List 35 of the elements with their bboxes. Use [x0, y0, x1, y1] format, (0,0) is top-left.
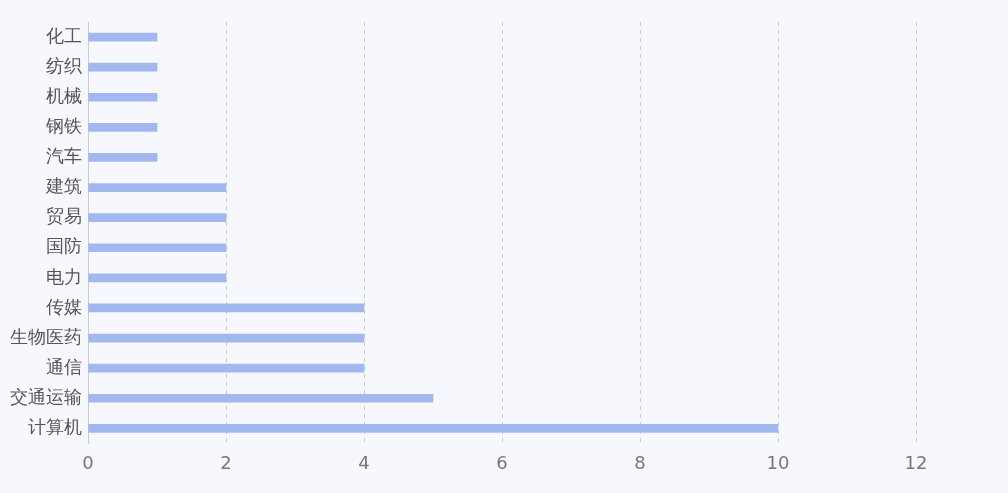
y-tick-label: 计算机: [28, 416, 82, 438]
x-tick-label: 4: [358, 451, 370, 473]
x-tick-label: 12: [904, 451, 928, 473]
bar: [88, 273, 227, 283]
bar: [88, 62, 158, 72]
bar: [88, 32, 158, 42]
y-tick-label: 电力: [46, 265, 82, 287]
y-tick-label: 建筑: [45, 175, 82, 197]
y-tick-label: 国防: [46, 235, 82, 257]
bar: [88, 303, 365, 313]
bar: [88, 92, 158, 102]
x-tick-label: 2: [220, 451, 232, 473]
y-tick-label: 贸易: [46, 205, 82, 227]
bar: [88, 153, 158, 162]
bar: [88, 243, 227, 253]
x-tick-label: 0: [82, 451, 94, 473]
bar: [88, 424, 779, 433]
y-tick-label: 纺织: [46, 54, 82, 76]
x-tick-label: 6: [496, 451, 508, 473]
x-tick-label: 10: [766, 451, 790, 473]
bar: [88, 183, 227, 192]
y-tick-label: 生物医药: [10, 325, 82, 347]
y-tick-label: 钢铁: [45, 115, 82, 137]
y-tick-label: 交通运输: [10, 385, 82, 407]
y-tick-label: 机械: [46, 84, 82, 106]
bar: [88, 333, 365, 343]
bar: [88, 213, 227, 222]
bar: [88, 363, 365, 373]
y-tick-label: 化工: [46, 24, 82, 46]
y-tick-label: 通信: [46, 355, 82, 377]
bar: [88, 123, 158, 132]
bar: [88, 393, 434, 403]
y-tick-label: 传媒: [46, 295, 82, 317]
x-tick-label: 8: [634, 451, 646, 473]
y-tick-label: 汽车: [46, 145, 82, 167]
